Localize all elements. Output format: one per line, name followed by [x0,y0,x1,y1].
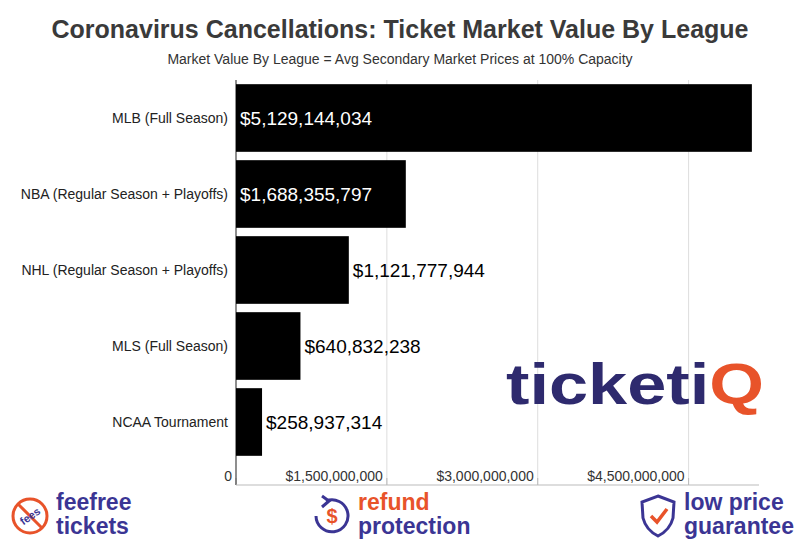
badge-text: guarantee [684,513,794,539]
root: Coronavirus Cancellations: Ticket Market… [0,0,800,546]
data-label: $258,937,314 [266,412,383,433]
icon [316,500,348,532]
data-label: $1,688,355,797 [240,184,372,205]
icon [13,499,47,533]
title: Coronavirus Cancellations: Ticket Market… [52,15,749,43]
tick-label: 0 [224,468,232,484]
icon-text: fees [18,505,43,527]
badge-text: refund [358,489,430,515]
tick-mark [537,478,538,485]
category-label: NBA (Regular Season + Playoffs) [21,186,228,202]
tick-label: $1,500,000,000 [286,468,384,484]
badge: low priceguarantee [642,489,794,539]
bar [236,236,349,304]
badge-text: low price [684,489,784,515]
data-label: $640,832,238 [304,336,420,357]
category-label: MLB (Full Season) [112,110,228,126]
logo: ticketiQ [506,351,764,416]
tick-label: $3,000,000,000 [436,468,534,484]
bar [236,388,262,456]
badge: fees feefreetickets [13,489,131,539]
tick-label: $4,500,000,000 [587,468,685,484]
category-label: MLS (Full Season) [112,338,228,354]
bars [236,84,752,456]
category-label: NHL (Regular Season + Playoffs) [21,262,228,278]
chart: Coronavirus Cancellations: Ticket Market… [0,0,800,546]
icon [651,509,667,522]
x-axis-line [236,485,759,486]
badge-text: feefree [56,489,131,515]
icon-text: $ [326,505,337,527]
category-label: NCAA Tournament [112,414,228,430]
badge: $ refundprotection [316,489,470,539]
bar [236,84,752,152]
data-label: $5,129,144,034 [240,108,373,129]
logo-part: ticketi [506,351,709,416]
logo-part: Q [709,351,764,416]
badge-text: protection [358,513,470,539]
icon [18,504,42,528]
badge-text: tickets [56,513,129,539]
tick-mark [688,478,689,485]
tick-mark [386,478,387,485]
icon [642,496,674,536]
subtitle: Market Value By League = Avg Secondary M… [167,51,632,67]
bar [236,160,406,228]
bar [236,312,300,380]
data-label: $1,121,777,944 [353,260,486,281]
